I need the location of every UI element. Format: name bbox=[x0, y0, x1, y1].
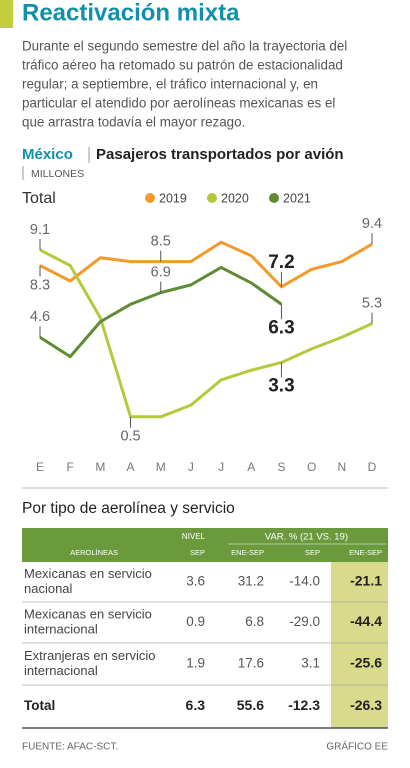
column-header: ENE-SEP bbox=[231, 548, 264, 557]
data-label: 8.5 bbox=[151, 233, 171, 249]
title: Reactivación mixta bbox=[22, 0, 240, 26]
cell: 6.8 bbox=[245, 614, 264, 629]
cell: -21.1 bbox=[350, 573, 382, 589]
highlight-column bbox=[331, 562, 388, 728]
paragraph-line: tráfico aéreo ha retomado su patrón de e… bbox=[22, 58, 343, 73]
row-name: nacional bbox=[24, 581, 73, 596]
cell: -29.0 bbox=[289, 614, 320, 629]
data-label: 9.1 bbox=[30, 222, 50, 238]
data-label: 9.4 bbox=[362, 216, 382, 232]
row-name: Extranjeras en servicio bbox=[24, 648, 156, 663]
legend-swatch bbox=[145, 193, 155, 203]
chart-title: Pasajeros transportados por avión bbox=[96, 146, 344, 163]
cell: 3.6 bbox=[186, 574, 205, 589]
cell: -26.3 bbox=[350, 697, 382, 713]
source: FUENTE: AFAC-SCT. bbox=[22, 742, 118, 753]
legend-swatch bbox=[207, 193, 217, 203]
legend-label: 2021 bbox=[283, 191, 311, 205]
series-line bbox=[39, 265, 283, 359]
data-label: 6.9 bbox=[151, 264, 171, 280]
credit: GRÁFICO EE bbox=[326, 740, 388, 753]
x-tick-label: O bbox=[307, 460, 316, 474]
cell: -12.3 bbox=[288, 697, 320, 713]
paragraph-line: particular el atendido por aerolíneas me… bbox=[22, 96, 335, 111]
x-tick-label: J bbox=[218, 460, 224, 474]
x-tick-label: N bbox=[337, 460, 346, 474]
column-header: AEROLÍNEAS bbox=[70, 548, 118, 557]
column-header: ENE-SEP bbox=[349, 548, 382, 557]
row-name: Mexicanas en servicio bbox=[24, 566, 152, 581]
x-tick-label: A bbox=[127, 460, 135, 474]
cell: 6.3 bbox=[186, 697, 206, 713]
data-label: 4.6 bbox=[30, 309, 50, 325]
table-header-band bbox=[22, 528, 388, 562]
group-header: VAR. % (21 VS. 19) bbox=[265, 532, 348, 543]
cell: 0.9 bbox=[186, 614, 205, 629]
data-label: 6.3 bbox=[268, 317, 294, 338]
series-line bbox=[39, 248, 373, 419]
x-tick-label: F bbox=[67, 460, 74, 474]
column-header: SEP bbox=[190, 548, 205, 557]
paragraph-line: que arrastra todavía el mayor rezago. bbox=[22, 115, 245, 130]
x-tick-label: D bbox=[368, 460, 377, 474]
legend-label: 2019 bbox=[159, 191, 187, 205]
row-name: internacional bbox=[24, 663, 98, 678]
cell: 17.6 bbox=[238, 656, 264, 671]
row-name: internacional bbox=[24, 621, 98, 636]
group-header: NIVEL bbox=[182, 532, 206, 541]
cell: 1.9 bbox=[186, 656, 205, 671]
column-header: SEP bbox=[305, 548, 320, 557]
x-tick-label: A bbox=[247, 460, 255, 474]
row-name: Mexicanas en servicio bbox=[24, 606, 152, 621]
x-tick-label: M bbox=[156, 460, 166, 474]
series-line bbox=[39, 240, 373, 289]
chart-title-prefix: México bbox=[22, 146, 73, 163]
paragraph-line: regular; a septiembre, el tráfico intern… bbox=[22, 77, 318, 92]
cell: -14.0 bbox=[289, 574, 320, 589]
data-label: 8.3 bbox=[30, 277, 50, 293]
x-tick-label: S bbox=[277, 460, 285, 474]
chart-label: Total bbox=[22, 190, 56, 207]
data-label: 7.2 bbox=[268, 252, 294, 273]
legend-swatch bbox=[269, 193, 279, 203]
chart-subtitle: MILLONES bbox=[31, 168, 84, 180]
x-tick-label: J bbox=[188, 460, 194, 474]
cell: -25.6 bbox=[350, 655, 382, 671]
paragraph-line: Durante el segundo semestre del año la t… bbox=[22, 39, 347, 54]
cell: 55.6 bbox=[237, 697, 264, 713]
x-tick-label: E bbox=[36, 460, 44, 474]
cell: 3.1 bbox=[301, 656, 320, 671]
table-title: Por tipo de aerolínea y servicio bbox=[22, 500, 235, 517]
legend-label: 2020 bbox=[221, 191, 249, 205]
data-label: 0.5 bbox=[120, 429, 140, 445]
row-name: Total bbox=[24, 698, 55, 713]
cell: 31.2 bbox=[238, 574, 264, 589]
cell: -44.4 bbox=[350, 613, 382, 629]
x-tick-label: M bbox=[95, 460, 105, 474]
title-bar bbox=[0, 0, 13, 28]
data-label: 3.3 bbox=[268, 375, 294, 396]
data-label: 5.3 bbox=[362, 296, 382, 312]
